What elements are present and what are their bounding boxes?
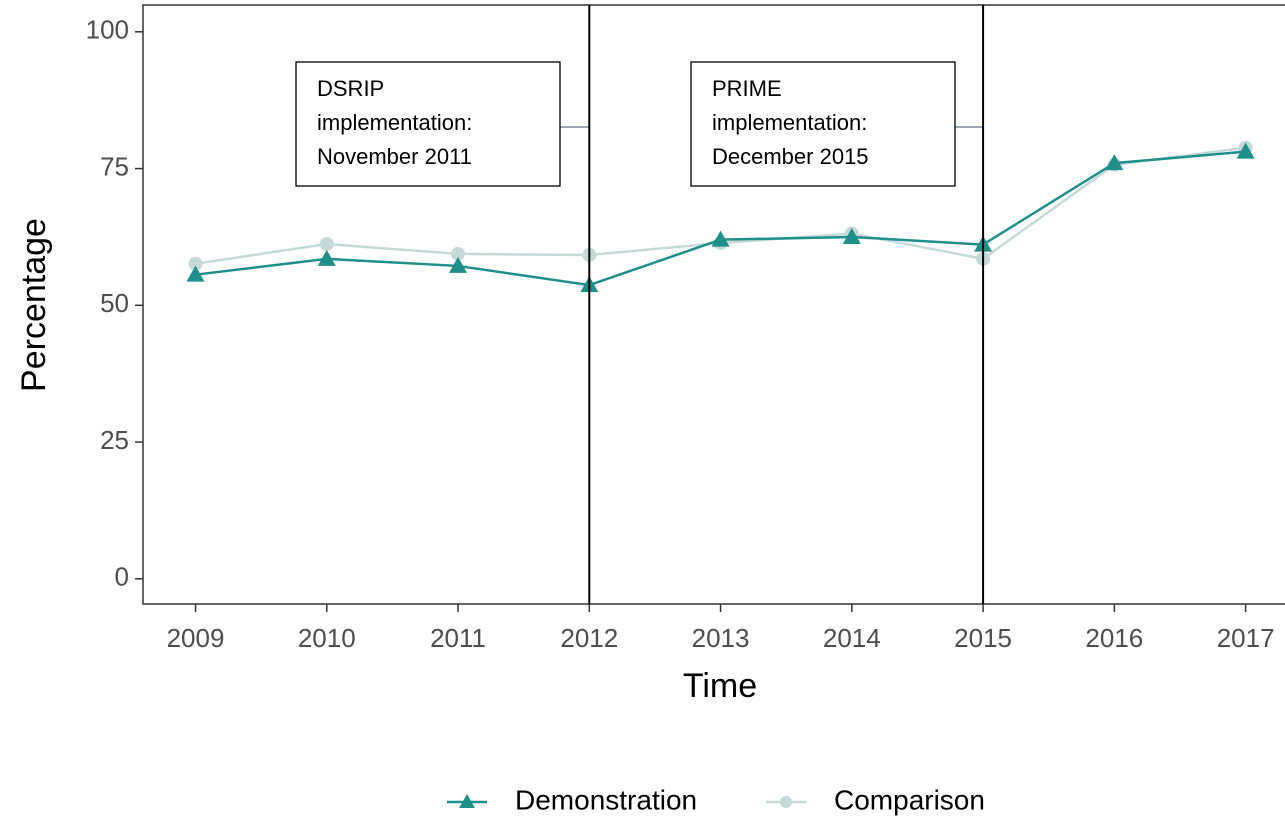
annotation-text: DSRIP [317, 76, 384, 101]
y-tick-label: 75 [100, 151, 129, 181]
y-tick-label: 25 [100, 425, 129, 455]
point [319, 237, 334, 252]
legend-marker [780, 796, 792, 808]
x-tick-label: 2017 [1217, 623, 1275, 653]
point [186, 265, 205, 282]
point [188, 256, 203, 271]
point [317, 249, 336, 266]
point [842, 227, 861, 244]
point [1236, 142, 1255, 159]
point [711, 230, 730, 247]
panel-border [142, 4, 1285, 605]
x-tick-label: 2011 [430, 623, 486, 653]
x-tick-label: 2009 [167, 623, 225, 653]
annotation-text: implementation: [712, 110, 867, 135]
point [1105, 154, 1124, 171]
x-axis-title: Time [683, 667, 757, 705]
point [451, 246, 466, 261]
x-tick-label: 2012 [560, 623, 618, 653]
legend-label: Comparison [834, 784, 985, 815]
x-tick-label: 2015 [954, 623, 1012, 653]
annotation-text: PRIME [712, 76, 782, 101]
x-tick-label: 2013 [692, 623, 750, 653]
x-tick-label: 2014 [823, 623, 881, 653]
legend-label: Demonstration [515, 784, 697, 815]
y-tick-label: 50 [100, 288, 129, 318]
annotation-text: November 2011 [317, 144, 472, 169]
legend-marker [459, 794, 475, 808]
annotation-text: implementation: [317, 110, 472, 135]
point [449, 256, 468, 273]
y-axis-title: Percentage [15, 218, 53, 392]
x-tick-label: 2010 [298, 623, 356, 653]
y-tick-label: 0 [115, 562, 129, 592]
annotation-text: December 2015 [712, 144, 869, 169]
y-tick-label: 100 [86, 15, 129, 45]
annotation-box [690, 61, 956, 187]
annotation-box [295, 61, 561, 187]
x-tick-label: 2016 [1085, 623, 1143, 653]
